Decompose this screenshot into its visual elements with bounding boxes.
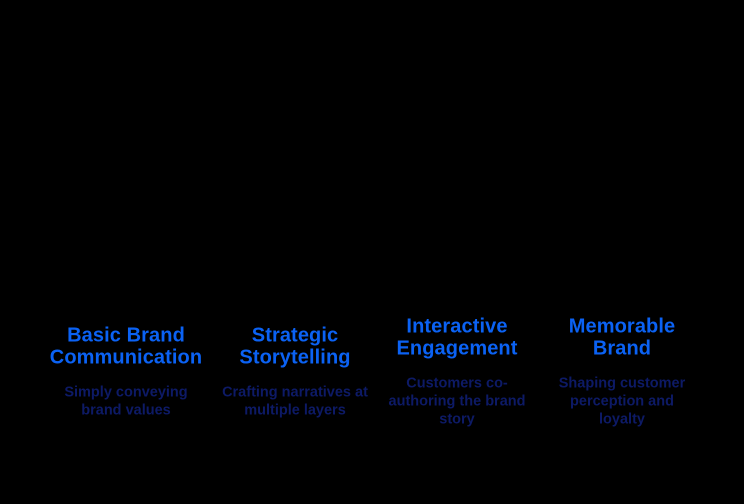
- stage-description: Customers co- authoring the brand story: [388, 375, 526, 428]
- stage-column-strategic-storytelling: Strategic Storytelling Crafting narrativ…: [195, 325, 395, 420]
- stage-description: Simply conveying brand values: [64, 384, 188, 419]
- stage-title: Interactive Engagement: [396, 315, 518, 360]
- stage-column-interactive-engagement: Interactive Engagement Customers co- aut…: [357, 316, 557, 429]
- stage-title: Strategic Storytelling: [239, 324, 351, 369]
- stage-column-basic-brand-communication: Basic Brand Communication Simply conveyi…: [26, 325, 226, 420]
- stage-title: Memorable Brand: [568, 315, 676, 360]
- stage-description: Shaping customer perception and loyalty: [558, 375, 686, 428]
- stage-column-memorable-brand: Memorable Brand Shaping customer percept…: [522, 316, 722, 429]
- stage-description: Crafting narratives at multiple layers: [222, 384, 368, 419]
- stage-title: Basic Brand Communication: [49, 324, 203, 369]
